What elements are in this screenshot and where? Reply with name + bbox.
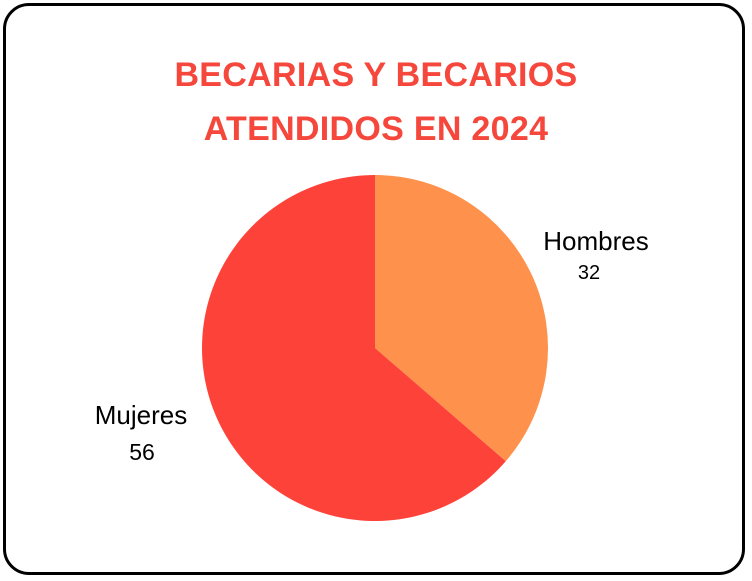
pie-slice-hombres [375, 175, 548, 462]
slice-label-mujeres: Mujeres [95, 400, 187, 430]
chart-title-line-2: ATENDIDOS EN 2024 [203, 110, 549, 148]
chart-title-line-1: BECARIAS Y BECARIOS [174, 56, 578, 94]
pie-slice-mujeres [201, 175, 506, 521]
slice-value-hombres: 32 [578, 262, 600, 284]
slice-value-mujeres: 56 [129, 439, 155, 465]
chart-title: BECARIAS Y BECARIOS ATENDIDOS EN 2024 [0, 48, 752, 156]
slice-label-hombres: Hombres [543, 226, 648, 256]
